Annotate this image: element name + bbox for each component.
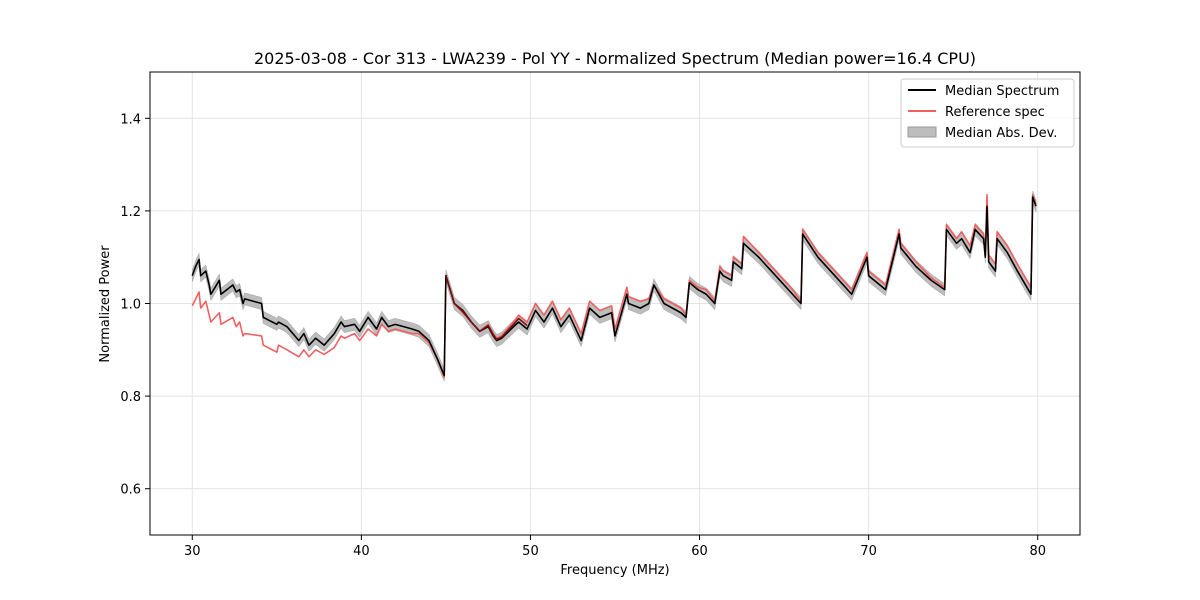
x-tick-label: 60 xyxy=(691,544,708,559)
mad-band-group xyxy=(191,190,1037,382)
x-tick-label: 80 xyxy=(1029,544,1046,559)
mad-band xyxy=(191,190,1037,382)
x-tick-label: 70 xyxy=(860,544,877,559)
legend-median-label: Median Spectrum xyxy=(945,84,1059,99)
legend: Median Spectrum Reference spec Median Ab… xyxy=(900,78,1075,148)
y-tick-label: 1.4 xyxy=(120,112,141,127)
series-lines xyxy=(191,193,1037,379)
reference-spectrum-line xyxy=(191,193,1037,379)
x-axis-ticks: 30 40 50 60 70 80 xyxy=(184,535,1046,559)
x-axis-label: Frequency (MHz) xyxy=(560,563,669,578)
legend-mad-swatch xyxy=(907,126,937,138)
x-tick-label: 50 xyxy=(522,544,539,559)
x-tick-label: 40 xyxy=(353,544,370,559)
legend-reference-label: Reference spec xyxy=(945,105,1045,120)
median-spectrum-line xyxy=(191,196,1037,377)
legend-mad-label: Median Abs. Dev. xyxy=(945,126,1057,141)
chart-title: 2025-03-08 - Cor 313 - LWA239 - Pol YY -… xyxy=(254,49,976,68)
y-axis-ticks: 0.6 0.8 1.0 1.2 1.4 xyxy=(120,112,150,498)
overlap-line xyxy=(445,275,528,341)
y-tick-label: 0.6 xyxy=(120,483,141,498)
y-tick-label: 1.2 xyxy=(120,205,141,220)
x-tick-label: 30 xyxy=(184,544,201,559)
y-axis-label: Normalized Power xyxy=(98,245,113,363)
y-tick-label: 0.8 xyxy=(120,390,141,405)
legend-box xyxy=(900,78,1075,148)
y-tick-label: 1.0 xyxy=(120,298,141,313)
